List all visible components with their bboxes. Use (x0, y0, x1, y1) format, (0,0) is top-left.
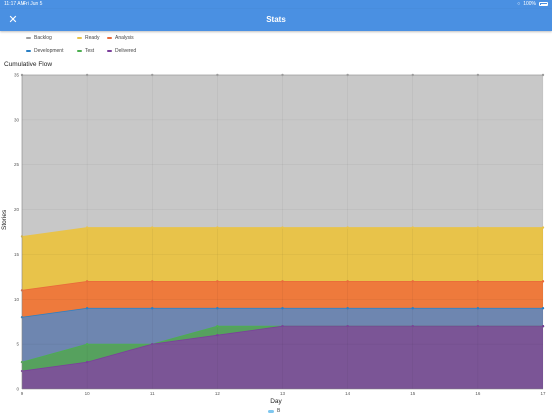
legend-item-backlog: Backlog (26, 34, 52, 41)
data-point-development (476, 307, 480, 310)
legend-label: Development (34, 47, 64, 54)
x-tick-label: 14 (345, 391, 351, 396)
data-point-analysis (281, 280, 284, 283)
data-point-delivered (411, 325, 414, 328)
data-point-analysis (85, 280, 89, 283)
data-point-delivered (476, 325, 480, 328)
legend-item-delivered: Delivered (107, 47, 136, 54)
data-point-delivered (151, 342, 154, 346)
bottom-legend-label: B (277, 408, 281, 414)
data-point-ready (151, 226, 154, 229)
data-point-ready (85, 226, 89, 229)
data-point-backlog (281, 73, 284, 77)
legend-swatch-test (77, 49, 82, 52)
data-point-backlog (85, 73, 89, 77)
legend-label: Test (85, 47, 95, 54)
area-delivered (22, 326, 543, 389)
data-point-delivered (541, 325, 545, 328)
data-point-development (541, 307, 545, 310)
legend-item-ready: Ready (77, 34, 99, 41)
data-point-ready (476, 226, 480, 229)
data-point-analysis (411, 280, 414, 283)
chart-legend: Backlog Ready Analysis Development Test … (26, 34, 226, 56)
x-tick-label: 16 (475, 391, 481, 396)
data-point-ready (411, 226, 414, 229)
y-tick-label: 5 (16, 342, 19, 347)
data-point-ready (346, 226, 349, 229)
legend-item-test: Test (77, 47, 94, 54)
data-point-delivered (216, 333, 219, 337)
data-point-backlog (151, 73, 154, 77)
close-icon[interactable]: ✕ (8, 14, 18, 26)
legend-item-analysis: Analysis (107, 34, 134, 41)
data-point-delivered (85, 360, 89, 364)
battery-percent: 100% (523, 1, 536, 7)
y-tick-label: 0 (16, 387, 19, 392)
data-point-analysis (541, 280, 545, 283)
data-point-development (281, 307, 284, 310)
data-point-backlog (346, 73, 349, 77)
bottom-legend: B (268, 408, 280, 414)
y-tick-label: 30 (14, 117, 20, 122)
legend-swatch-analysis (107, 36, 112, 39)
status-bar: 11:17 AM Fri Jun 5 ○ 100% (0, 0, 552, 9)
legend-swatch-development (26, 49, 31, 52)
y-tick-label: 25 (14, 162, 20, 167)
data-point-analysis (151, 280, 154, 283)
x-tick-label: 15 (410, 391, 416, 396)
status-time: 11:17 AM (4, 1, 25, 7)
x-tick-label: 10 (85, 391, 91, 396)
data-point-backlog (541, 73, 545, 77)
x-axis-label: Day (270, 398, 282, 405)
y-tick-label: 20 (14, 207, 20, 212)
chart-title: Cumulative Flow (4, 61, 53, 68)
legend-item-development: Development (26, 47, 63, 54)
x-tick-label: 12 (215, 391, 221, 396)
data-point-backlog (411, 73, 414, 77)
legend-swatch-backlog (26, 36, 31, 39)
y-tick-label: 15 (14, 252, 20, 257)
data-point-ready (541, 226, 545, 229)
legend-swatch-delivered (107, 49, 112, 52)
nav-bar: ✕ Stats (0, 9, 552, 31)
data-point-backlog (476, 73, 480, 77)
data-point-test (216, 325, 219, 328)
x-tick-label: 17 (540, 391, 546, 396)
wifi-icon: ○ (517, 1, 521, 7)
legend-label: Backlog (34, 34, 52, 41)
page-title: Stats (266, 15, 286, 24)
x-tick-label: 13 (280, 391, 286, 396)
status-date: Fri Jun 5 (23, 1, 43, 7)
y-tick-label: 10 (14, 297, 20, 302)
data-point-development (411, 307, 414, 310)
y-tick-label: 35 (14, 73, 20, 78)
data-point-ready (216, 226, 219, 229)
legend-swatch-ready (77, 36, 82, 39)
legend-label: Ready (85, 34, 100, 41)
legend-label: Analysis (115, 34, 134, 41)
x-tick-label: 9 (21, 391, 24, 396)
data-point-development (346, 307, 349, 310)
status-right: ○ 100% (517, 1, 548, 7)
data-point-analysis (216, 280, 219, 283)
data-point-development (85, 307, 89, 310)
data-point-development (216, 307, 219, 310)
data-point-delivered (346, 325, 349, 328)
legend-label: Delivered (115, 47, 137, 54)
data-point-test (85, 342, 89, 346)
bottom-legend-swatch (268, 409, 274, 413)
data-point-ready (281, 226, 284, 229)
data-point-backlog (216, 73, 219, 77)
data-point-analysis (346, 280, 349, 283)
data-point-development (151, 307, 154, 310)
data-point-analysis (476, 280, 480, 283)
battery-icon (539, 2, 548, 6)
x-tick-label: 11 (150, 391, 155, 396)
data-point-delivered (281, 325, 284, 328)
